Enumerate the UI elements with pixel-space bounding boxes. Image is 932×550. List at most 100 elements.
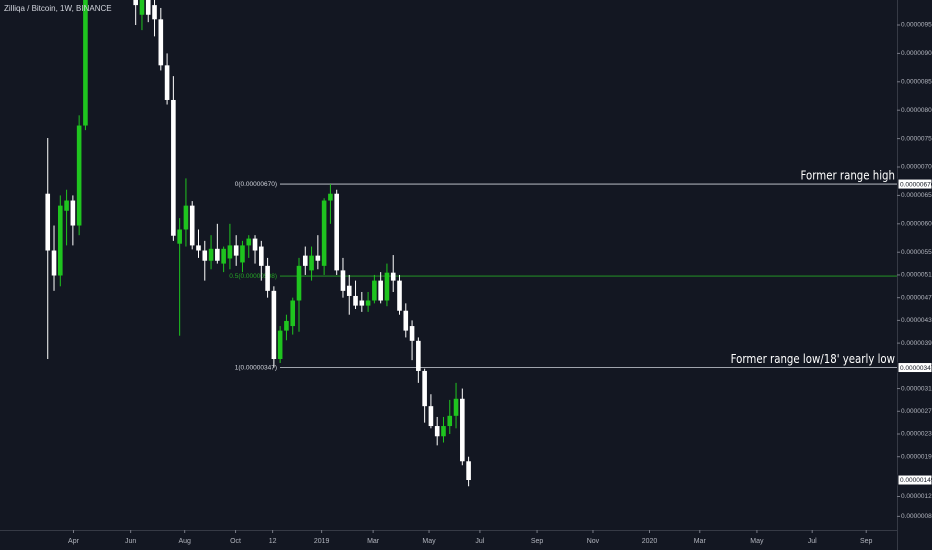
candle-body <box>309 255 314 271</box>
candle-body <box>208 248 214 261</box>
x-tick-label: May <box>750 538 764 545</box>
x-tick-label: Jul <box>475 538 484 545</box>
candle-body <box>70 200 76 226</box>
candle-body <box>133 0 138 6</box>
candle-body <box>277 330 283 360</box>
x-tick-label: Nov <box>587 538 600 545</box>
plot-area: 0(0.00000670) 0.5(0.00000508) 1(0.00000347… <box>45 0 897 487</box>
x-tick-label: Jul <box>808 538 817 545</box>
y-tick-label: 0.00000950 <box>901 22 932 29</box>
candle-body <box>321 200 327 266</box>
y-tick-label: 0.00000750 <box>901 135 932 142</box>
fib-label: 0(0.00000670) <box>235 181 277 188</box>
candle-body <box>328 193 333 201</box>
y-tick-label: 0.00000550 <box>901 249 932 256</box>
candle-body <box>152 5 157 20</box>
candle-body <box>403 310 409 331</box>
chart-title: Zilliqa / Bitcoin, 1W, BINANCE <box>4 4 112 13</box>
x-tick-label: Oct <box>230 538 241 545</box>
y-tick-label: 0.00000120 <box>901 493 932 500</box>
price-label: 0.00000347 <box>900 365 932 372</box>
candle-body <box>284 320 289 331</box>
candle-body <box>246 238 252 246</box>
candle-body <box>441 426 446 437</box>
x-tick-label: Aug <box>178 538 191 545</box>
fib-label: 0.5(0.00000508) <box>229 273 277 280</box>
candle-body <box>171 99 176 236</box>
candle-body <box>428 406 434 427</box>
y-tick-label: 0.00000190 <box>901 453 932 460</box>
candle-body <box>460 398 465 462</box>
candle-body <box>196 245 201 251</box>
y-tick-label: 0.00000850 <box>901 79 932 86</box>
y-tick-label: 0.00000310 <box>901 385 932 392</box>
x-tick-label: Apr <box>68 538 80 545</box>
candle-body <box>422 370 427 407</box>
x-tick-label: Sep <box>531 538 544 545</box>
candle-body <box>259 246 264 266</box>
candle-body <box>346 285 352 296</box>
candle-body <box>340 270 346 291</box>
candle-body <box>164 65 170 100</box>
candle-body <box>416 340 421 371</box>
candle-body <box>353 295 358 306</box>
candle-body <box>334 193 339 271</box>
y-tick-label: 0.00000085 <box>901 513 932 520</box>
candle-body <box>202 250 208 261</box>
candle-body <box>227 245 233 259</box>
price-label-box <box>897 178 932 190</box>
candle-body <box>158 19 164 66</box>
candle-body <box>145 0 151 15</box>
candle-body <box>397 280 402 311</box>
candle-body <box>365 300 371 306</box>
x-tick-label: 12 <box>269 538 277 545</box>
x-tick-label: 2019 <box>314 538 330 545</box>
candle-body <box>384 272 390 301</box>
candle-body <box>76 125 82 226</box>
candle-body <box>409 326 415 341</box>
y-tick-label: 0.00000600 <box>901 221 932 228</box>
y-tick-label: 0.00000230 <box>901 431 932 438</box>
y-tick-label: 0.00000700 <box>901 164 932 171</box>
candle-body <box>51 250 57 276</box>
price-label: 0.00000149 <box>900 477 932 484</box>
candle-body <box>233 245 239 256</box>
candle-body <box>215 248 220 261</box>
candle-body <box>177 229 182 244</box>
candle-body <box>390 272 396 281</box>
candle-body <box>240 245 245 263</box>
y-tick-label: 0.00000270 <box>901 408 932 415</box>
y-tick-label: 0.00000650 <box>901 192 932 199</box>
candle-body <box>271 290 277 360</box>
x-tick-label: Sep <box>860 538 873 545</box>
candle-body <box>378 280 383 301</box>
candle-body <box>64 200 69 211</box>
price-label-box <box>897 474 932 486</box>
candle-body <box>252 238 258 251</box>
y-tick-label: 0.00000390 <box>901 340 932 347</box>
x-tick-label: Jun <box>125 538 136 545</box>
y-tick-label: 0.00000510 <box>901 272 932 279</box>
y-tick-label: 0.00000430 <box>901 317 932 324</box>
candle-body <box>372 280 377 301</box>
x-tick-label: Mar <box>367 538 380 545</box>
candle-body <box>302 255 308 266</box>
candle-body <box>453 398 459 416</box>
candle-body <box>290 300 296 327</box>
candle-body <box>447 415 453 427</box>
candle-body <box>183 205 189 230</box>
candle-body <box>296 265 302 301</box>
candle-body <box>58 205 63 276</box>
fib-label: 1(0.00000347) <box>235 364 277 371</box>
y-tick-label: 0.00000900 <box>901 50 932 57</box>
annotation: Former range low/18' yearly low <box>731 352 895 366</box>
candle-body <box>189 205 195 246</box>
x-tick-label: 2020 <box>642 538 658 545</box>
candle-body <box>466 461 471 481</box>
x-tick-label: May <box>422 538 436 545</box>
candle-body <box>265 265 270 291</box>
candle-body <box>359 300 365 306</box>
y-tick-label: 0.00000470 <box>901 294 932 301</box>
